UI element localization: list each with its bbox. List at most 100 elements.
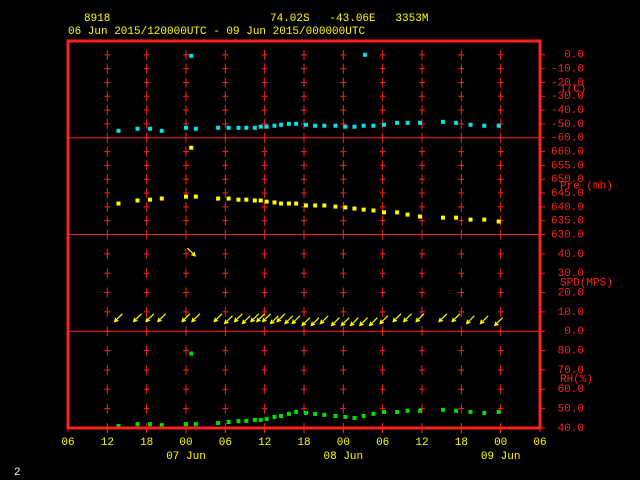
data-point <box>381 409 386 414</box>
data-point <box>286 411 291 416</box>
grid-cross <box>301 105 307 116</box>
data-point <box>147 197 152 202</box>
grid-cross <box>497 77 504 88</box>
grid-cross <box>458 146 465 157</box>
data-point <box>252 125 257 130</box>
grid-cross <box>183 146 189 157</box>
grid-cross <box>143 174 150 185</box>
grid-cross <box>261 215 268 226</box>
grid-cross <box>143 49 150 60</box>
data-point <box>482 123 487 128</box>
grid-cross <box>143 63 150 74</box>
y-tick-label: -10.0 <box>551 64 584 76</box>
wind-arrow <box>291 315 301 325</box>
grid-cross <box>183 248 189 259</box>
grid-cross <box>183 160 189 171</box>
grid-cross <box>183 306 189 317</box>
grid-cross <box>143 91 150 102</box>
data-point <box>395 409 400 414</box>
grid-cross <box>458 49 465 60</box>
grid-cross <box>497 63 504 74</box>
grid-cross <box>222 364 229 375</box>
page-number: 2 <box>14 467 21 479</box>
grid-cross <box>143 248 150 259</box>
data-point <box>352 415 357 420</box>
wind-arrow <box>415 313 425 323</box>
grid-cross <box>340 364 347 375</box>
grid-cross <box>379 146 386 157</box>
data-point <box>279 414 284 419</box>
data-point <box>454 408 459 413</box>
y-tick-label: 655.0 <box>551 160 584 172</box>
data-point <box>189 145 194 150</box>
data-point <box>272 123 277 128</box>
data-point <box>236 125 241 130</box>
data-point <box>216 125 221 130</box>
grid-cross <box>261 287 268 298</box>
grid-cross <box>222 384 229 395</box>
data-point <box>322 123 327 128</box>
x-tick-label: 12 <box>415 437 428 449</box>
grid-cross <box>301 146 307 157</box>
grid-cross <box>143 105 150 116</box>
data-point <box>361 414 366 419</box>
grid-cross <box>183 364 189 375</box>
grid-cross <box>340 345 347 356</box>
y-tick-label: 50.0 <box>558 404 584 416</box>
data-point <box>496 409 501 414</box>
grid-cross <box>104 248 111 259</box>
grid-cross <box>458 160 465 171</box>
grid-cross <box>261 345 268 356</box>
grid-cross <box>340 403 347 414</box>
grid-cross <box>183 105 189 116</box>
data-point <box>286 121 291 126</box>
grid-cross <box>222 306 229 317</box>
data-point <box>272 414 277 419</box>
grid-cross <box>261 268 268 279</box>
y-axis-label: Pre (mb) <box>560 181 613 193</box>
grid-cross <box>183 201 189 212</box>
grid-cross <box>458 215 465 226</box>
wind-arrow <box>233 313 243 323</box>
grid-cross <box>222 403 229 414</box>
grid-cross <box>104 345 111 356</box>
grid-cross <box>497 174 504 185</box>
grid-cross <box>143 77 150 88</box>
data-point <box>258 198 263 203</box>
data-point <box>272 200 277 205</box>
data-point <box>147 126 152 131</box>
data-point <box>418 214 423 219</box>
data-point <box>454 120 459 125</box>
grid-cross <box>458 248 465 259</box>
grid-cross <box>458 403 465 414</box>
grid-cross <box>458 174 465 185</box>
wind-arrow <box>330 317 340 327</box>
data-point <box>482 410 487 415</box>
station-location: 74.02S -43.06E 3353M <box>270 13 428 25</box>
grid-cross <box>222 268 229 279</box>
data-point <box>333 414 338 419</box>
grid-cross <box>301 91 307 102</box>
data-point <box>286 201 291 206</box>
data-point <box>189 53 194 58</box>
data-point <box>216 196 221 201</box>
data-point <box>371 208 376 213</box>
grid-cross <box>458 91 465 102</box>
grid-cross <box>301 215 307 226</box>
data-point <box>405 120 410 125</box>
y-tick-label: 80.0 <box>558 346 584 358</box>
wind-arrow <box>284 315 294 325</box>
data-point <box>395 210 400 215</box>
wind-arrow <box>276 313 286 323</box>
grid-cross <box>497 146 504 157</box>
grid-cross <box>379 364 386 375</box>
data-point <box>189 351 194 356</box>
data-point <box>184 194 188 199</box>
grid-cross <box>222 174 229 185</box>
wind-arrow <box>340 317 350 327</box>
y-tick-label: 20.0 <box>558 287 584 299</box>
grid-cross <box>261 91 268 102</box>
grid-cross <box>340 384 347 395</box>
